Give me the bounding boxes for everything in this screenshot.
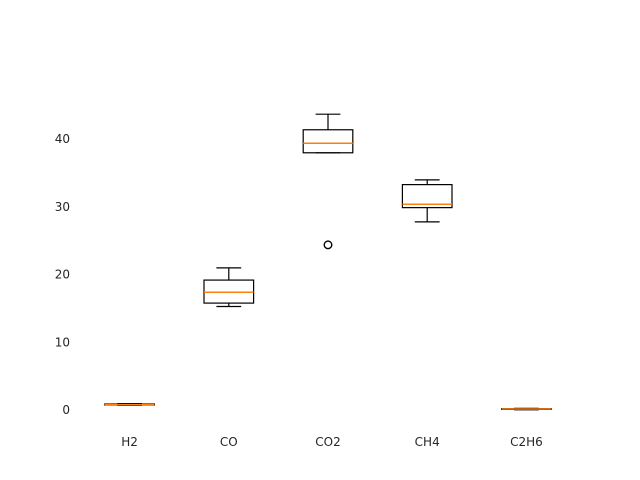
box-iqr [302, 129, 354, 154]
x-tick-label: CO2 [315, 435, 340, 449]
x-tick-label: CH4 [415, 435, 440, 449]
box-co [203, 267, 255, 308]
y-tick-label: 40 [55, 132, 70, 146]
x-tick-label: H2 [121, 435, 138, 449]
box-series [104, 113, 552, 411]
box-iqr [401, 184, 453, 209]
box-h2 [104, 403, 156, 406]
y-tick-label: 20 [55, 268, 70, 282]
y-tick-label: 10 [55, 335, 70, 349]
box-co2 [302, 113, 354, 250]
x-tick-label: C2H6 [510, 435, 543, 449]
y-tick-label: 30 [55, 200, 70, 214]
box-ch4 [401, 179, 453, 223]
x-tick-label: CO [220, 435, 238, 449]
x-axis-ticks: H2 CO CO2 CH4 C2H6 [121, 435, 542, 449]
y-axis-ticks: 0 10 20 30 40 [55, 132, 70, 417]
box-c2h6 [501, 407, 552, 411]
outlier-point [323, 240, 333, 250]
y-tick-label: 0 [62, 403, 70, 417]
